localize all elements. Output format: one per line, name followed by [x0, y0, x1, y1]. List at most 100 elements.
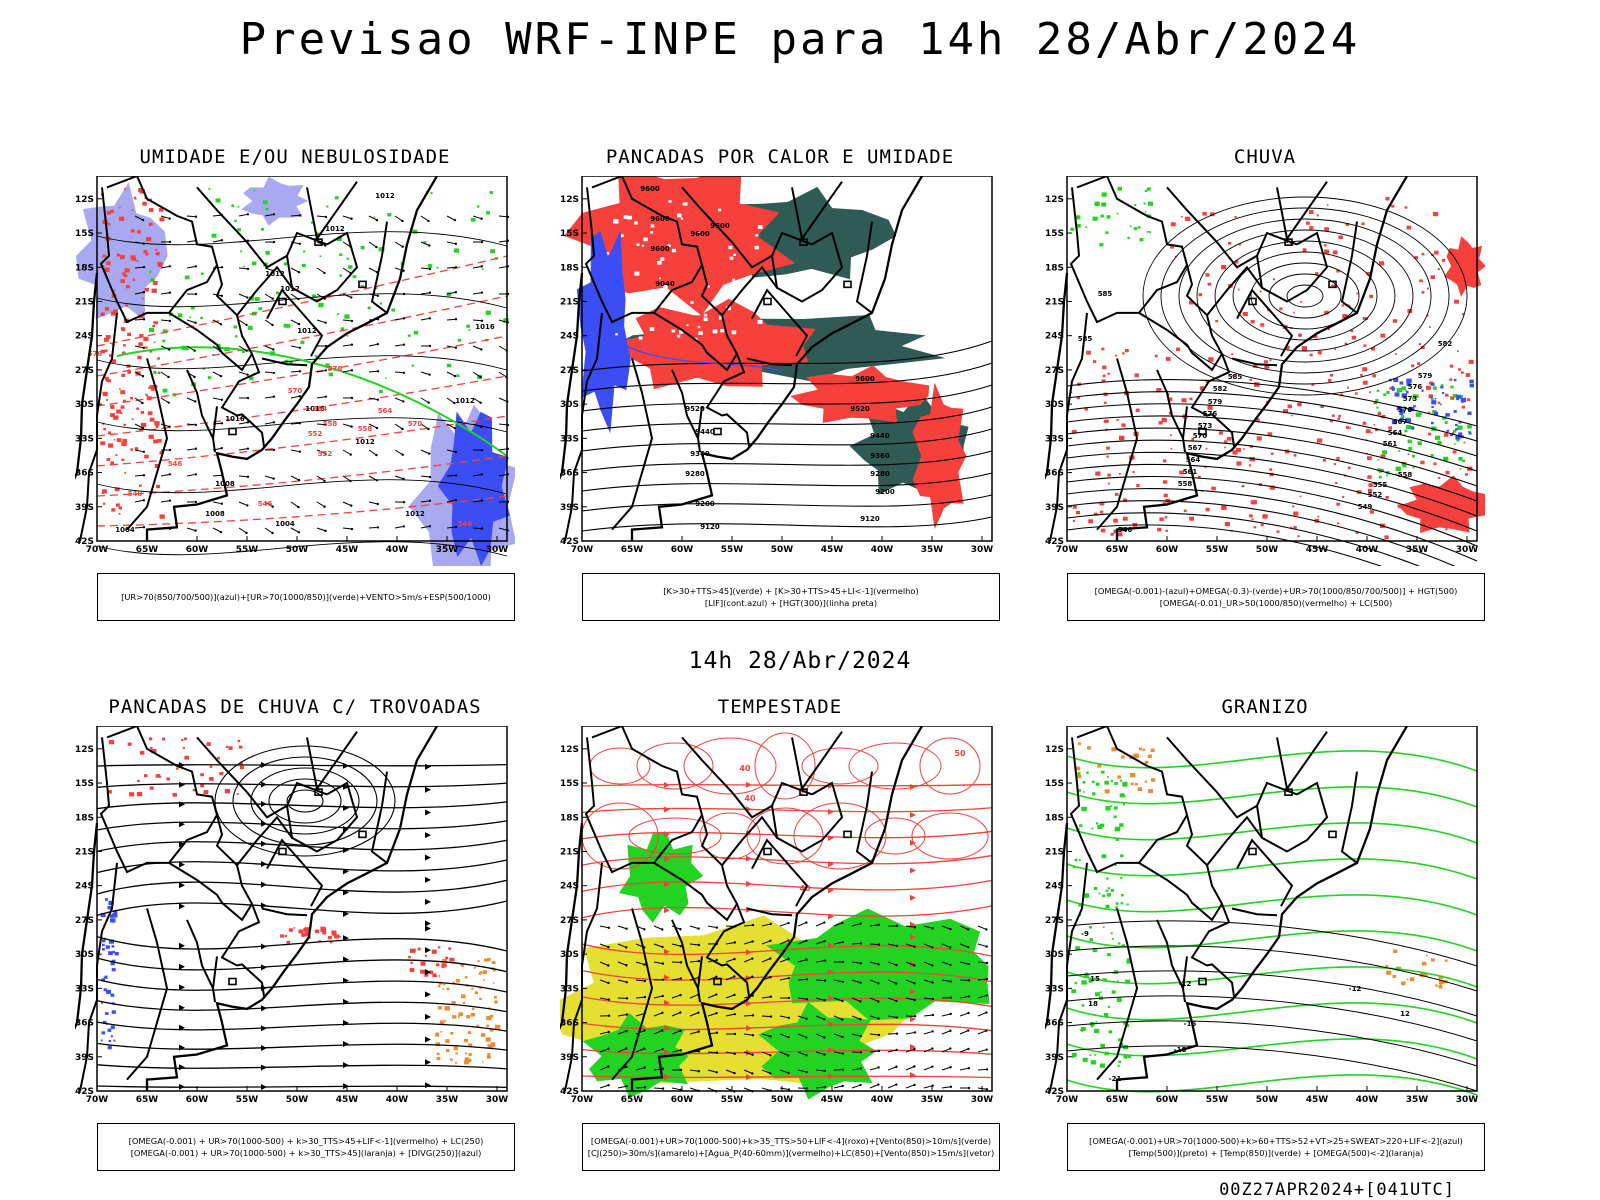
wind-vector: [186, 527, 196, 532]
stream-arrow: [343, 868, 349, 875]
stream-arrow: [179, 963, 185, 970]
temp850-green-speckle: [1104, 780, 1109, 785]
contour-label: 9600: [650, 245, 670, 253]
temp850-green-speckle: [1123, 1021, 1127, 1025]
wind-vector-head: [324, 369, 328, 372]
thunder-orange-speckle: [468, 1053, 472, 1056]
lake-outline: [799, 238, 808, 246]
wind-vector-head: [769, 922, 772, 926]
wind-vector: [342, 369, 352, 373]
humidity-low-speckle: [237, 228, 241, 232]
rain-red-speckle: [1236, 461, 1242, 466]
wind-vector-head: [246, 421, 250, 424]
rain-red-region: [1444, 236, 1485, 297]
country-border: [99, 737, 218, 874]
wind-vector: [290, 501, 299, 508]
wind-vector: [599, 997, 609, 1001]
thunder-orange-speckle: [435, 1032, 439, 1035]
rain-red-speckle: [1433, 462, 1437, 466]
wind-vector-head: [625, 1013, 629, 1016]
rain-red-speckle: [1189, 516, 1194, 521]
humidity-low-speckle: [242, 350, 246, 353]
lon-tick-label: 60W: [1156, 545, 1179, 555]
wind-vector-head: [931, 1030, 934, 1033]
wind-vector: [394, 397, 404, 402]
wind-vector: [368, 267, 378, 273]
rain-green-speckle: [1412, 394, 1417, 398]
rain-red-speckle: [1465, 373, 1471, 377]
page-title: Previsao WRF-INPE para 14h 28/Abr/2024: [239, 14, 1361, 65]
wind-vector: [264, 345, 274, 350]
wind-vector: [420, 215, 429, 222]
lat-tick-label: 36S: [75, 1019, 94, 1029]
rain-red-speckle: [1215, 319, 1218, 323]
rain-red-speckle: [1221, 265, 1227, 270]
wind-vector-head: [194, 265, 198, 268]
wind-vector-head: [607, 1084, 610, 1087]
legend-chuva: [OMEGA(-0.001)-(azul)+OMEGA(-0.3)-(verde…: [1067, 573, 1485, 621]
clear-speckle: [683, 202, 688, 206]
wind-vector-head: [823, 1018, 826, 1021]
rain-red-speckle: [1366, 271, 1371, 276]
thickness-red-speckle: [130, 229, 135, 233]
thickness-red-speckle: [113, 359, 116, 362]
wind-vector-head: [141, 401, 144, 405]
wind-vector: [671, 943, 681, 947]
wind-vector: [342, 319, 353, 322]
country-border: [770, 231, 844, 303]
stream-arrow: [179, 1024, 185, 1031]
rain-red-speckle: [1241, 484, 1245, 488]
rain-red-speckle: [1232, 450, 1238, 455]
country-border: [591, 726, 750, 997]
wind-vector: [420, 241, 430, 246]
wind-vector: [264, 396, 274, 399]
clear-speckle: [667, 244, 671, 248]
thunder-red-speckle: [437, 946, 441, 949]
contour-label: 546: [458, 520, 473, 528]
thunder-red-speckle: [441, 966, 444, 969]
wind-vector: [887, 1084, 897, 1089]
wind-vector-head: [245, 531, 248, 535]
rain-red-speckle: [1421, 291, 1425, 294]
thickness-red-speckle: [110, 311, 116, 316]
lake-outline: [314, 788, 323, 796]
thickness-red-speckle: [141, 297, 144, 300]
contour-label: 552: [1368, 491, 1383, 499]
rain-red-speckle: [1338, 235, 1343, 240]
lon-tick-label: 30W: [486, 545, 509, 555]
humidity-low-speckle: [258, 307, 263, 311]
lon-tick-label: 50W: [771, 545, 794, 555]
wind-vector-head: [985, 977, 989, 981]
wind-vector-head: [643, 1066, 646, 1069]
stream-arrow: [261, 861, 267, 868]
height-contour: [250, 767, 360, 835]
thickness-red-speckle: [157, 357, 160, 360]
stream-arrow: [910, 867, 916, 874]
rain-blue-speckle: [1455, 423, 1458, 427]
rain-blue-speckle: [1401, 410, 1405, 414]
country-border: [1096, 358, 1139, 531]
wind-vector-head: [841, 1084, 844, 1088]
wind-vector: [653, 1012, 663, 1017]
rain-red-speckle: [1181, 216, 1183, 218]
rain-green-speckle: [1149, 231, 1151, 234]
lat-tick-label: 30S: [560, 950, 579, 960]
wind-vector-head: [350, 504, 353, 507]
lat-tick-label: 36S: [1045, 1019, 1064, 1029]
wind-vector: [394, 317, 404, 321]
wind-vector: [134, 266, 145, 269]
country-border: [1138, 862, 1223, 922]
country-border: [1156, 369, 1184, 439]
rain-red-speckle: [1384, 535, 1389, 539]
wind-vector: [959, 1067, 969, 1071]
wind-vector-head: [272, 348, 275, 351]
thunder-orange-speckle: [451, 1001, 456, 1005]
wind-vector-head: [220, 502, 224, 505]
rain-red-speckle: [1333, 463, 1337, 466]
rain-green-speckle: [1144, 211, 1147, 213]
thunder-red-speckle: [237, 739, 241, 743]
thunder-red-speckle: [424, 954, 428, 957]
thickness-red-speckle: [120, 412, 123, 415]
lat-tick-label: 36S: [75, 469, 94, 479]
clear-speckle: [623, 215, 628, 219]
